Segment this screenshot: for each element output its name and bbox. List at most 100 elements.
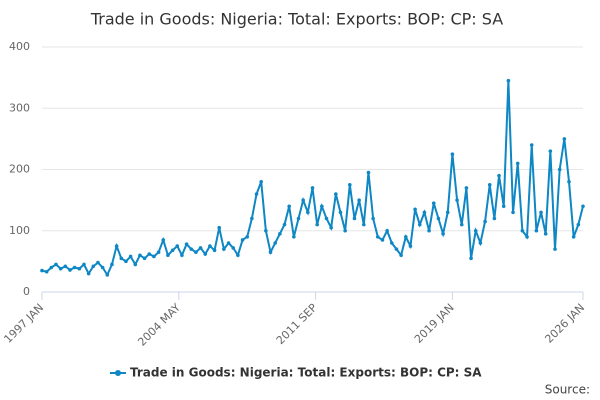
series-line (41, 80, 584, 277)
point (455, 198, 459, 202)
point (198, 246, 203, 250)
chart-title: Trade in Goods: Nigeria: Total: Exports:… (90, 10, 503, 29)
point (567, 179, 571, 184)
point (310, 186, 315, 190)
point (110, 262, 114, 267)
point (473, 228, 478, 233)
point (222, 247, 226, 251)
point (375, 235, 380, 239)
point (82, 262, 86, 267)
x-tick-label: 2011 SEP (274, 301, 320, 347)
point (469, 256, 473, 261)
point (306, 210, 310, 215)
point (208, 244, 212, 248)
y-tick-label: 200 (9, 163, 30, 176)
point (212, 248, 217, 253)
y-tick-label: 0 (23, 285, 30, 298)
point (581, 204, 585, 209)
point (100, 265, 105, 270)
point (128, 254, 133, 259)
legend-label: Trade in Goods: Nigeria: Total: Exports:… (130, 366, 482, 380)
point (301, 198, 305, 202)
point (142, 256, 147, 261)
point (403, 235, 408, 239)
point (175, 244, 180, 248)
point (96, 260, 100, 265)
point (320, 204, 324, 209)
point (86, 271, 91, 276)
point (436, 216, 441, 221)
point (77, 266, 82, 271)
point (525, 235, 529, 239)
point (264, 228, 268, 233)
point (427, 228, 431, 233)
point (49, 265, 54, 270)
point (236, 253, 240, 258)
point (72, 265, 77, 270)
point (520, 228, 525, 233)
point (417, 222, 422, 227)
point (292, 235, 296, 239)
point (450, 152, 455, 156)
point (119, 256, 124, 261)
point (152, 254, 156, 259)
legend-marker (115, 370, 121, 376)
point (273, 241, 277, 245)
point (553, 247, 557, 251)
point (138, 253, 142, 258)
point (282, 222, 287, 227)
point (166, 253, 170, 258)
point (511, 210, 515, 215)
point (459, 222, 464, 227)
point (539, 210, 543, 215)
point (506, 78, 511, 83)
point (63, 264, 68, 269)
point (170, 248, 175, 253)
point (329, 225, 333, 230)
point (464, 186, 469, 190)
point (413, 207, 417, 212)
point (68, 268, 72, 272)
point (399, 253, 403, 258)
point (268, 250, 273, 254)
point (352, 216, 357, 221)
point (487, 183, 492, 187)
point (245, 235, 250, 239)
point (315, 222, 319, 227)
point (534, 228, 539, 233)
point (54, 262, 58, 267)
point (338, 210, 343, 215)
point (501, 204, 506, 209)
point (147, 252, 152, 256)
point (515, 161, 520, 166)
point (189, 247, 194, 251)
point (203, 252, 208, 256)
point (114, 244, 119, 248)
point (324, 216, 329, 221)
point (91, 264, 96, 269)
point (217, 225, 222, 230)
point (133, 262, 138, 267)
point (250, 216, 254, 221)
point (497, 173, 501, 178)
point (184, 242, 189, 247)
point (483, 219, 487, 224)
point (548, 149, 553, 153)
point (240, 238, 245, 242)
source: Source: (545, 383, 590, 397)
point (362, 222, 366, 227)
point (44, 269, 49, 274)
point (124, 259, 128, 264)
point (194, 250, 198, 254)
point (58, 266, 63, 271)
point (478, 241, 483, 245)
x-tick-label: 2026 JAN (542, 301, 587, 346)
point (389, 241, 394, 245)
point (161, 238, 166, 242)
point (343, 228, 347, 233)
point (576, 222, 581, 227)
point (156, 250, 161, 254)
point (348, 183, 352, 187)
point (371, 216, 375, 221)
